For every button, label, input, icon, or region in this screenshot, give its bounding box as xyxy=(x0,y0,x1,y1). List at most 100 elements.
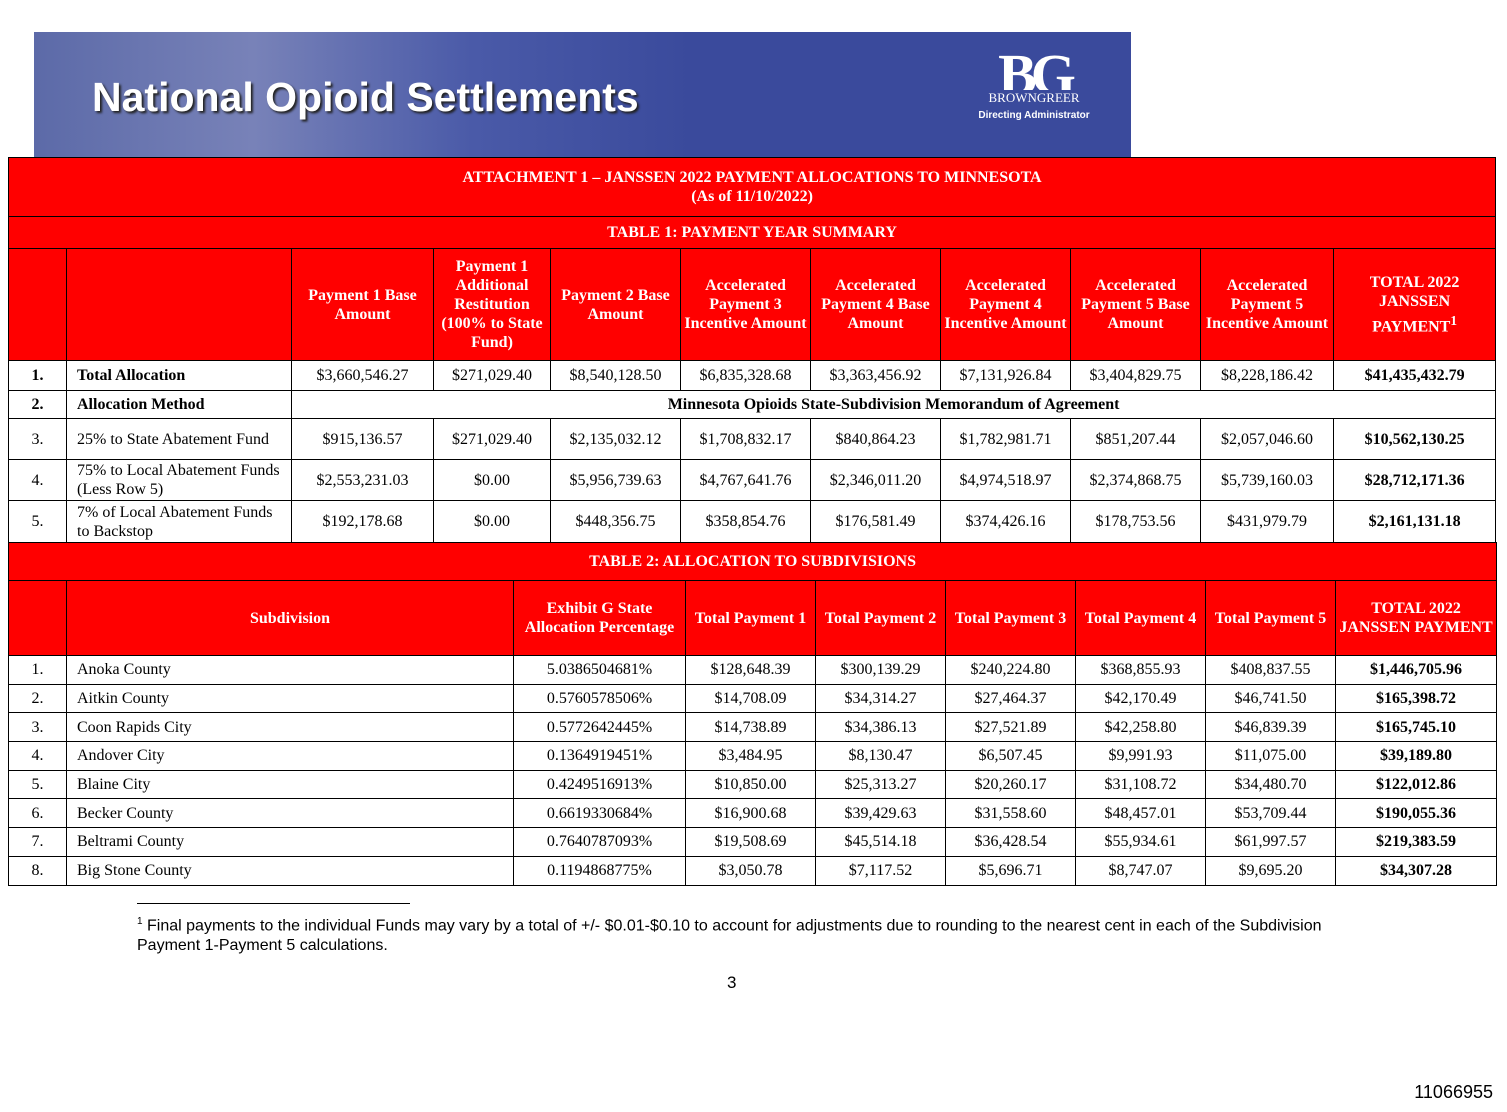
cell: Andover City xyxy=(66,741,514,771)
table-title: TABLE 1: PAYMENT YEAR SUMMARY xyxy=(7,216,1497,249)
cell: $2,161,131.18 xyxy=(1332,500,1497,543)
cell: $45,514.18 xyxy=(815,827,946,857)
cell: $2,374,868.75 xyxy=(1070,459,1201,501)
header-cell: Accelerated Payment 4 Incentive Amount xyxy=(940,248,1071,361)
row: 2. Aitkin County 0.5760578506% $14,708.09 $3… xyxy=(8,683,1498,714)
cell: $9,991.93 xyxy=(1075,741,1206,771)
banner-title: National Opioid Settlements xyxy=(92,74,639,120)
row-label: 75% to Local Abatement Funds (Less Row 5… xyxy=(66,459,292,501)
table-2: TABLE 2: ALLOCATION TO SUBDIVISIONS Subdi… xyxy=(7,542,1498,886)
cell: $31,108.72 xyxy=(1075,769,1206,800)
cell: Coon Rapids City xyxy=(66,712,514,743)
row-number: 4. xyxy=(8,459,67,501)
cell: $1,782,981.71 xyxy=(940,418,1071,460)
header-cell: Total Payment 4 xyxy=(1075,580,1206,656)
cell: $2,057,046.60 xyxy=(1200,418,1334,460)
footnote-rule xyxy=(137,903,410,904)
row: 1. Anoka County 5.0386504681% $128,648.39 $3… xyxy=(8,655,1498,685)
cell: 0.4249516913% xyxy=(513,769,686,800)
header-cell xyxy=(8,248,67,361)
cell: $408,837.55 xyxy=(1205,655,1336,685)
cell: $34,307.28 xyxy=(1334,855,1498,886)
header-cell: TOTAL 2022 JANSSEN PAYMENT xyxy=(1334,580,1498,656)
row-number: 1. xyxy=(8,360,67,391)
row-label: 7% of Local Abatement Funds to Backstop xyxy=(66,500,292,543)
cell: $61,997.57 xyxy=(1205,827,1336,857)
cell: $10,562,130.25 xyxy=(1332,418,1497,460)
cell: 1. xyxy=(8,655,67,685)
cell: $271,029.40 xyxy=(433,360,551,391)
cell: $34,386.13 xyxy=(815,712,946,743)
cell: $2,346,011.20 xyxy=(810,459,941,501)
cell: 5. xyxy=(8,769,67,800)
cell: $2,135,032.12 xyxy=(550,418,681,460)
header-text: Payment 1 Additional Restitution (100% t… xyxy=(441,258,543,351)
row: 7. Beltrami County 0.7640787093% $19,508.69… xyxy=(8,827,1498,857)
cell: $39,189.80 xyxy=(1334,741,1498,771)
header-text: TOTAL 2022 JANSSEN PAYMENT xyxy=(1369,273,1460,336)
header-text: Accelerated Payment 4 Base Amount xyxy=(821,277,930,332)
cell: $25,313.27 xyxy=(815,769,946,800)
header-cell: Payment 1 Additional Restitution (100% t… xyxy=(433,248,551,361)
header-text: Accelerated Payment 5 Base Amount xyxy=(1081,277,1190,332)
header-cell: TOTAL 2022 JANSSEN PAYMENT1 xyxy=(1332,248,1497,361)
row: 5. 7% of Local Abatement Funds to Backsto… xyxy=(8,500,1497,543)
merged-cell: Minnesota Opioids State-Subdivision Memo… xyxy=(290,390,1497,419)
cell: $128,648.39 xyxy=(685,655,816,685)
cell: $6,507.45 xyxy=(945,741,1076,771)
cell: 0.6619330684% xyxy=(513,798,686,829)
cell: $10,850.00 xyxy=(685,769,816,800)
header-cell: Total Payment 1 xyxy=(685,580,816,656)
cell: $1,446,705.96 xyxy=(1334,655,1498,685)
cell: 7. xyxy=(8,827,67,857)
cell: $0.00 xyxy=(433,500,551,543)
cell: $11,075.00 xyxy=(1205,741,1336,771)
cell: $8,130.47 xyxy=(815,741,946,771)
cell: $14,708.09 xyxy=(685,683,816,714)
cell: $42,258.80 xyxy=(1075,712,1206,743)
cell: 8. xyxy=(8,855,67,886)
cell: $8,747.07 xyxy=(1075,855,1206,886)
cell: $2,553,231.03 xyxy=(291,459,434,501)
header-text: Payment 1 Base Amount xyxy=(308,286,417,323)
title-row: ATTACHMENT 1 – JANSSEN 2022 PAYMENT ALLO… xyxy=(7,157,1497,217)
cell: $368,855.93 xyxy=(1075,655,1206,685)
cell: $5,956,739.63 xyxy=(550,459,681,501)
cell: 0.7640787093% xyxy=(513,827,686,857)
cell: $34,480.70 xyxy=(1205,769,1336,800)
row: 8. Big Stone County 0.1194868775% $3,050.78… xyxy=(8,855,1498,886)
cell: Blaine City xyxy=(66,769,514,800)
header-cell: Subdivision xyxy=(66,580,514,656)
cell: $374,426.16 xyxy=(940,500,1071,543)
page-number: 3 xyxy=(727,973,737,992)
cell: $4,974,518.97 xyxy=(940,459,1071,501)
header-cell: Total Payment 3 xyxy=(945,580,1076,656)
cell: $31,558.60 xyxy=(945,798,1076,829)
cell: $41,435,432.79 xyxy=(1332,360,1497,391)
cell: $915,136.57 xyxy=(291,418,434,460)
cell: $165,398.72 xyxy=(1334,683,1498,714)
cell: $39,429.63 xyxy=(815,798,946,829)
header-cell: Payment 2 Base Amount xyxy=(550,248,681,361)
cell: $3,050.78 xyxy=(685,855,816,886)
cell: $46,839.39 xyxy=(1205,712,1336,743)
header-row: Payment 1 Base Amount Payment 1 Additiona… xyxy=(8,248,1497,361)
cell: $5,696.71 xyxy=(945,855,1076,886)
cell: 2. xyxy=(8,683,67,714)
cell: $42,170.49 xyxy=(1075,683,1206,714)
header-text: Accelerated Payment 4 Incentive Amount xyxy=(944,277,1067,332)
cell: $27,521.89 xyxy=(945,712,1076,743)
cell: $840,864.23 xyxy=(810,418,941,460)
attachment-title: ATTACHMENT 1 – JANSSEN 2022 PAYMENT ALLO… xyxy=(7,157,1497,217)
cell: $4,767,641.76 xyxy=(680,459,811,501)
header-cell: Exhibit G State Allocation Percentage xyxy=(513,580,686,656)
cell: $7,131,926.84 xyxy=(940,360,1071,391)
header-cell: Accelerated Payment 5 Incentive Amount xyxy=(1200,248,1334,361)
header-cell: Accelerated Payment 5 Base Amount xyxy=(1070,248,1201,361)
logo-sub: Directing Administrator xyxy=(978,110,1090,121)
row-number: 5. xyxy=(8,500,67,543)
row: 3. Coon Rapids City 0.5772642445% $14,738.8… xyxy=(8,712,1498,743)
cell: $190,055.36 xyxy=(1334,798,1498,829)
title-row: TABLE 2: ALLOCATION TO SUBDIVISIONS xyxy=(7,542,1498,581)
row: 1. Total Allocation $3,660,546.27 $271,029.… xyxy=(8,360,1497,391)
